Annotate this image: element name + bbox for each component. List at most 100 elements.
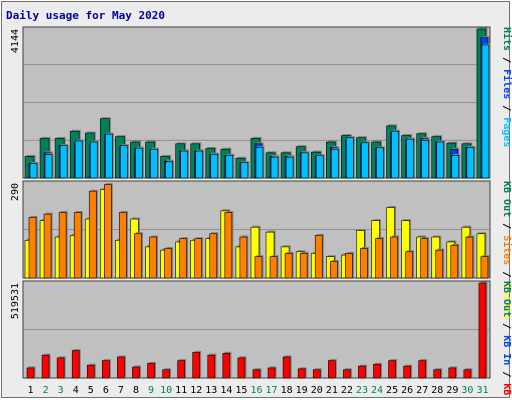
bar-pages — [346, 136, 355, 179]
panel-3-bars — [26, 281, 488, 379]
bar-kb-in-fill — [237, 357, 246, 379]
legend-item: KB In — [501, 335, 512, 365]
bar-kb-in — [86, 363, 96, 379]
bar-sites — [209, 232, 219, 279]
bar-pages-fill — [29, 163, 38, 179]
bar-kb-in — [448, 366, 458, 379]
bar-sites — [390, 235, 400, 279]
bar-pages — [421, 138, 431, 179]
bar-sites — [43, 212, 53, 279]
bar-sites — [299, 251, 309, 279]
bar-pages-fill — [44, 154, 53, 179]
x-tick-label: 4 — [73, 385, 79, 396]
bar-kb-in-fill — [373, 363, 381, 379]
x-tick-label: 17 — [266, 385, 278, 396]
bar-pages-fill — [255, 147, 264, 179]
bar-pages — [481, 43, 491, 179]
x-tick-label: 13 — [205, 385, 217, 396]
bar-kb-in — [162, 368, 172, 379]
bar-sites — [58, 210, 68, 279]
bar-sites-fill — [269, 256, 278, 279]
bar-sites — [254, 255, 264, 279]
bar-pages — [255, 145, 265, 179]
panel-2: 290 KB Out / Sites / Visits — [10, 180, 512, 319]
bar-sites — [375, 237, 384, 279]
x-tick-label: 27 — [416, 385, 428, 396]
bar-sites — [73, 210, 83, 279]
bar-kb-in-fill — [71, 350, 80, 379]
bar-sites — [284, 251, 294, 279]
legend-item: / — [501, 365, 512, 383]
bar-kb-in-fill — [41, 354, 50, 379]
bar-sites — [360, 247, 369, 279]
bar-sites — [269, 255, 279, 279]
bar-sites-fill — [224, 212, 233, 279]
bar-sites-fill — [390, 236, 398, 279]
bar-sites-fill — [254, 256, 263, 279]
bar-kb-in-fill — [117, 356, 125, 379]
bar-pages — [150, 147, 160, 179]
bar-kb-in-fill — [388, 360, 396, 379]
bar-kb-in — [71, 349, 81, 379]
bar-kb-in — [177, 359, 187, 379]
bar-kb-in — [56, 356, 66, 379]
bar-pages — [391, 129, 401, 179]
bar-sites — [329, 260, 339, 279]
chart-panels: 4144 Hits / Files / Pages 290 KB Out / Site… — [10, 26, 512, 400]
bar-pages — [180, 149, 190, 179]
bar-sites-fill — [104, 184, 112, 279]
bar-sites — [405, 250, 415, 279]
bar-pages — [210, 152, 220, 179]
bar-pages-fill — [225, 155, 234, 179]
bar-pages-fill — [346, 137, 354, 179]
bar-kb-in — [373, 362, 382, 379]
bar-sites — [104, 183, 113, 279]
bar-pages-fill — [391, 130, 399, 179]
legend-item: KB F — [501, 383, 512, 400]
bar-pages — [59, 144, 69, 179]
legend-item: Pages — [501, 117, 512, 147]
bar-pages-fill — [59, 145, 68, 179]
bar-kb-in-fill — [26, 367, 35, 379]
bar-sites — [134, 232, 143, 279]
bar-sites-fill — [28, 217, 37, 279]
bar-sites-fill — [164, 248, 172, 279]
bar-sites-fill — [360, 248, 368, 279]
bar-pages — [195, 149, 205, 179]
legend-item: / — [501, 99, 512, 117]
x-tick-label: 16 — [250, 385, 262, 396]
bar-kb-in-fill — [147, 363, 155, 379]
bar-pages — [436, 140, 446, 179]
bar-sites — [149, 235, 159, 279]
bar-sites — [420, 237, 430, 279]
bar-kb-in — [207, 353, 217, 379]
bar-kb-in — [252, 368, 262, 379]
bar-kb-in-fill — [207, 354, 216, 379]
x-tick-label: 19 — [296, 385, 308, 396]
bar-pages-fill — [165, 161, 173, 179]
bar-kb-in — [102, 359, 111, 379]
bar-sites — [164, 247, 174, 279]
bar-pages — [376, 146, 385, 179]
bar-kb-in — [418, 359, 428, 379]
bar-kb-in-fill — [282, 356, 291, 379]
x-tick-label: 14 — [220, 385, 232, 396]
bar-kb-in — [297, 367, 307, 379]
bar-kb-in — [26, 366, 36, 379]
bar-sites-fill — [73, 212, 82, 279]
legend-item: / — [501, 217, 512, 235]
bar-pages — [120, 144, 129, 179]
bar-pages — [29, 162, 39, 179]
x-tick-label: 23 — [356, 385, 368, 396]
bar-sites-fill — [134, 233, 142, 279]
bar-kb-in-fill — [312, 369, 321, 379]
bar-sites-fill — [194, 238, 203, 279]
bar-pages-fill — [285, 156, 294, 179]
bar-sites-fill — [299, 253, 308, 279]
bar-kb-in-fill — [418, 360, 426, 379]
bar-sites-fill — [58, 212, 67, 279]
bar-pages — [330, 147, 340, 179]
bar-pages — [44, 153, 54, 179]
bar-pages-fill — [300, 152, 309, 179]
bar-sites — [465, 235, 475, 279]
